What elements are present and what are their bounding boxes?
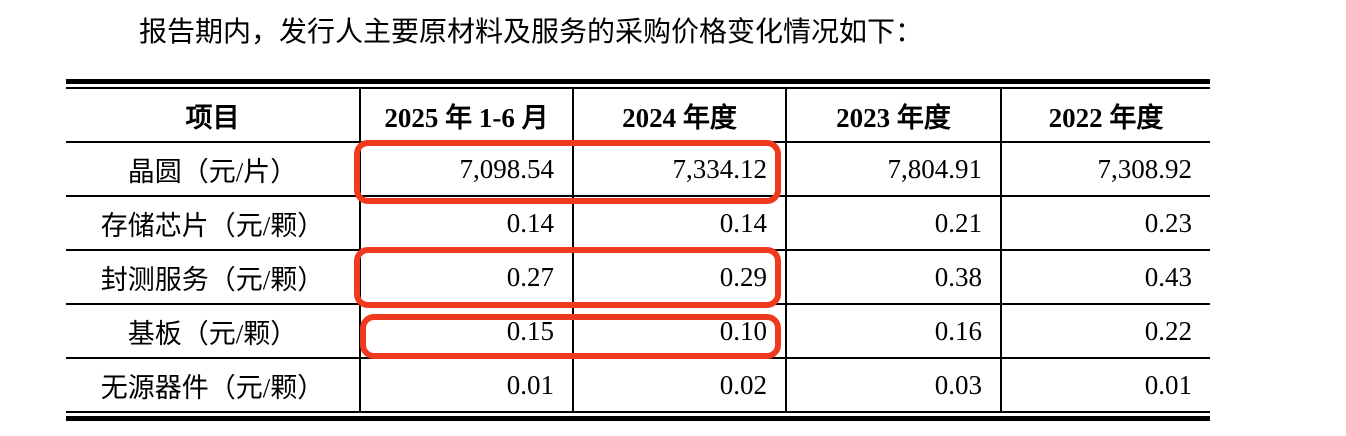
col-header-2023: 2023 年度 [785, 87, 1001, 143]
value-cell: 0.21 [785, 196, 1001, 251]
value-cell: 0.01 [1000, 358, 1210, 413]
value-cell: 0.22 [1000, 304, 1210, 359]
value-cell: 0.14 [359, 196, 573, 251]
value-cell: 0.14 [572, 196, 786, 251]
table-row-memory-chip: 存储芯片（元/颗） 0.14 0.14 0.21 0.23 [66, 196, 1210, 251]
row-label-cell: 基板（元/颗） [66, 304, 360, 359]
row-label-cell: 封测服务（元/颗） [66, 250, 360, 305]
table-row-wafer: 晶圆（元/片） 7,098.54 7,334.12 7,804.91 7,308… [66, 142, 1210, 197]
col-header-item: 项目 [66, 87, 360, 143]
value-cell: 7,804.91 [785, 142, 1001, 197]
row-label-cell: 晶圆（元/片） [66, 142, 360, 197]
value-cell: 0.43 [1000, 250, 1210, 305]
row-label-cell: 无源器件（元/颗） [66, 358, 360, 413]
table-header-row: 项目 2025 年 1-6 月 2024 年度 2023 年度 2022 年度 [66, 87, 1210, 143]
table-row-passive-components: 无源器件（元/颗） 0.01 0.02 0.03 0.01 [66, 358, 1210, 413]
intro-paragraph: 报告期内，发行人主要原材料及服务的采购价格变化情况如下： [139, 17, 924, 48]
table-row-substrate: 基板（元/颗） 0.15 0.10 0.16 0.22 [66, 304, 1210, 359]
table-row-test-service: 封测服务（元/颗） 0.27 0.29 0.38 0.43 [66, 250, 1210, 305]
price-table: 项目 2025 年 1-6 月 2024 年度 2023 年度 2022 年度 … [66, 87, 1210, 413]
value-cell: 0.01 [359, 358, 573, 413]
value-cell: 0.27 [359, 250, 573, 305]
value-cell: 0.10 [572, 304, 786, 359]
col-header-2024: 2024 年度 [572, 87, 786, 143]
value-cell: 7,308.92 [1000, 142, 1210, 197]
value-cell: 0.03 [785, 358, 1001, 413]
col-header-2025h1: 2025 年 1-6 月 [359, 87, 573, 143]
value-cell: 0.16 [785, 304, 1001, 359]
value-cell: 7,334.12 [572, 142, 786, 197]
price-change-table: 项目 2025 年 1-6 月 2024 年度 2023 年度 2022 年度 … [66, 79, 1210, 421]
value-cell: 0.15 [359, 304, 573, 359]
value-cell: 0.23 [1000, 196, 1210, 251]
value-cell: 0.02 [572, 358, 786, 413]
col-header-2022: 2022 年度 [1000, 87, 1210, 143]
value-cell: 0.29 [572, 250, 786, 305]
value-cell: 0.38 [785, 250, 1001, 305]
row-label-cell: 存储芯片（元/颗） [66, 196, 360, 251]
value-cell: 7,098.54 [359, 142, 573, 197]
